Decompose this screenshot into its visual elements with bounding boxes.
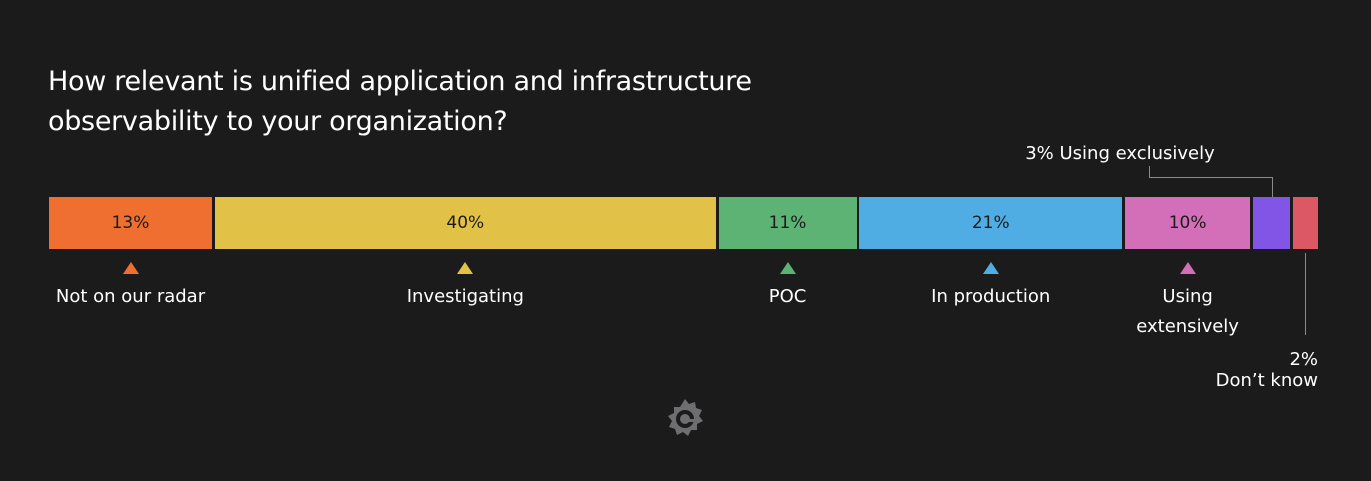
bar-segment-using-exclusively — [1252, 197, 1291, 249]
leader-line — [1149, 166, 1150, 177]
chart-title: How relevant is unified application and … — [48, 66, 752, 137]
category-label: Don’t know — [1215, 370, 1318, 391]
category-label: 3% Using exclusively — [1025, 139, 1215, 168]
bar-segment-in-production: 21% — [859, 197, 1123, 249]
bar-segment-don-t-know — [1292, 197, 1318, 249]
bar-segment-using-extensively: 10% — [1124, 197, 1251, 249]
marker-triangle — [779, 262, 796, 274]
marker-triangle — [982, 262, 999, 274]
marker-triangle — [1179, 262, 1196, 274]
marker-triangle — [122, 262, 139, 274]
bar-segment-investigating: 40% — [214, 197, 717, 249]
category-label: Not on our radar — [55, 286, 206, 307]
data-label: 21% — [971, 213, 1010, 233]
category-label: POC — [768, 286, 807, 307]
grafana-logo-icon — [668, 399, 703, 436]
category-label: Using exclusively — [1059, 143, 1215, 164]
leader-line — [1149, 177, 1272, 178]
data-label: 40% — [446, 213, 485, 233]
value-label: 3% — [1025, 143, 1054, 164]
leader-line — [1271, 177, 1273, 197]
category-label: Using extensively — [1136, 286, 1239, 337]
bar-segment-poc: 11% — [718, 197, 857, 249]
data-label: 10% — [1168, 213, 1207, 233]
data-label: 13% — [111, 213, 150, 233]
leader-line — [1305, 253, 1307, 335]
marker-triangle — [457, 262, 474, 274]
bar-segment-not-on-our-radar: 13% — [49, 197, 213, 249]
data-label: 11% — [768, 213, 807, 233]
category-label: Investigating — [406, 286, 524, 307]
value-label: 2% — [1289, 349, 1318, 370]
category-label: In production — [931, 286, 1051, 307]
